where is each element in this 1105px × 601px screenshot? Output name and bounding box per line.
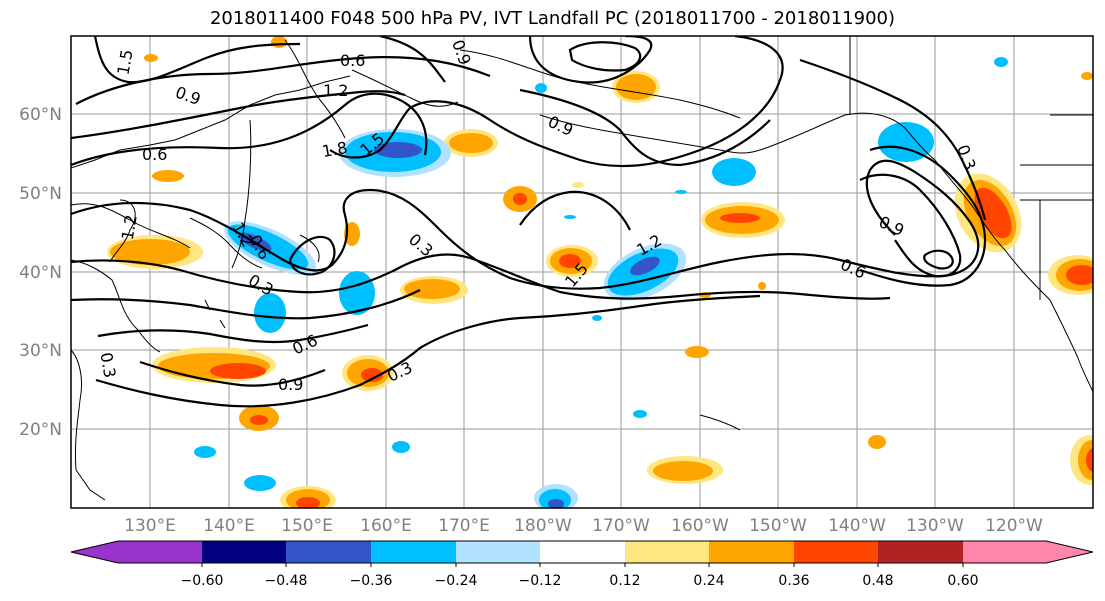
lon-label: 130°E <box>124 516 176 536</box>
map-frame <box>70 35 1094 509</box>
latitude-labels: 60°N 50°N 40°N 30°N 20°N <box>19 105 62 440</box>
contour-label: 0.3 <box>96 351 119 379</box>
colorbar-tick-label: −0.60 <box>181 573 224 589</box>
lon-label: 160°E <box>360 516 412 536</box>
lat-label: 50°N <box>19 184 62 204</box>
colorbar-tick-label: −0.24 <box>435 573 478 589</box>
lon-label: 180°W <box>514 516 572 536</box>
lon-label: 140°W <box>828 516 886 536</box>
colorbar-segment <box>456 541 541 563</box>
contour-label: 0.9 <box>278 375 303 394</box>
colorbar-segment <box>963 541 1047 563</box>
colorbar-tick-label: −0.36 <box>350 573 393 589</box>
colorbar-segment <box>118 541 203 563</box>
contour-label: 0.6 <box>340 51 365 70</box>
colorbar: −0.60 −0.48 −0.36 −0.24 −0.12 0.12 0.24 … <box>70 540 1094 589</box>
lon-label: 120°W <box>985 516 1043 536</box>
pv-contours <box>71 36 987 408</box>
contour-label: 1.2 <box>323 81 348 100</box>
lon-label: 150°W <box>749 516 807 536</box>
lon-label: 150°E <box>281 516 333 536</box>
colorbar-tick-label: −0.12 <box>519 573 562 589</box>
lon-label: 170°W <box>592 516 650 536</box>
colorbar-segment <box>286 541 372 563</box>
colorbar-tick-label: 0.48 <box>862 573 893 589</box>
colorbar-tick-label: −0.48 <box>265 573 308 589</box>
colorbar-segment <box>371 541 457 563</box>
colorbar-extension-high <box>1046 541 1093 563</box>
colorbar-ticks <box>201 563 964 567</box>
negative-anomaly-fills <box>194 57 1008 508</box>
colorbar-tick-label: 0.12 <box>609 573 640 589</box>
colorbar-segment <box>625 541 710 563</box>
lat-label: 20°N <box>19 420 62 440</box>
colorbar-extension-low <box>71 541 118 563</box>
colorbar-segment <box>794 541 879 563</box>
contour-label: 1.5 <box>113 48 136 76</box>
colorbar-segments <box>71 541 1093 563</box>
lon-label: 140°E <box>203 516 255 536</box>
longitude-labels: 130°E 140°E 150°E 160°E 170°E 180°W 170°… <box>124 516 1043 536</box>
lat-label: 60°N <box>19 105 62 125</box>
colorbar-segment <box>878 541 964 563</box>
colorbar-tick-label: 0.60 <box>947 573 978 589</box>
colorbar-segment <box>202 541 287 563</box>
colorbar-tick-label: 0.36 <box>778 573 809 589</box>
colorbar-segment <box>709 541 795 563</box>
contour-label: 0.6 <box>142 145 167 164</box>
colorbar-tick-label: 0.24 <box>693 573 724 589</box>
map-title: 2018011400 F048 500 hPa PV, IVT Landfall… <box>209 8 896 29</box>
colorbar-outline <box>70 540 1094 564</box>
coastlines <box>71 36 1093 501</box>
lon-label: 170°E <box>438 516 490 536</box>
lon-label: 130°W <box>906 516 964 536</box>
colorbar-segment <box>540 541 626 563</box>
lon-label: 160°W <box>671 516 729 536</box>
lat-label: 40°N <box>19 263 62 283</box>
lat-label: 30°N <box>19 341 62 361</box>
contour-label: 1.2 <box>118 213 141 241</box>
contour-label: 1.8 <box>320 138 348 161</box>
